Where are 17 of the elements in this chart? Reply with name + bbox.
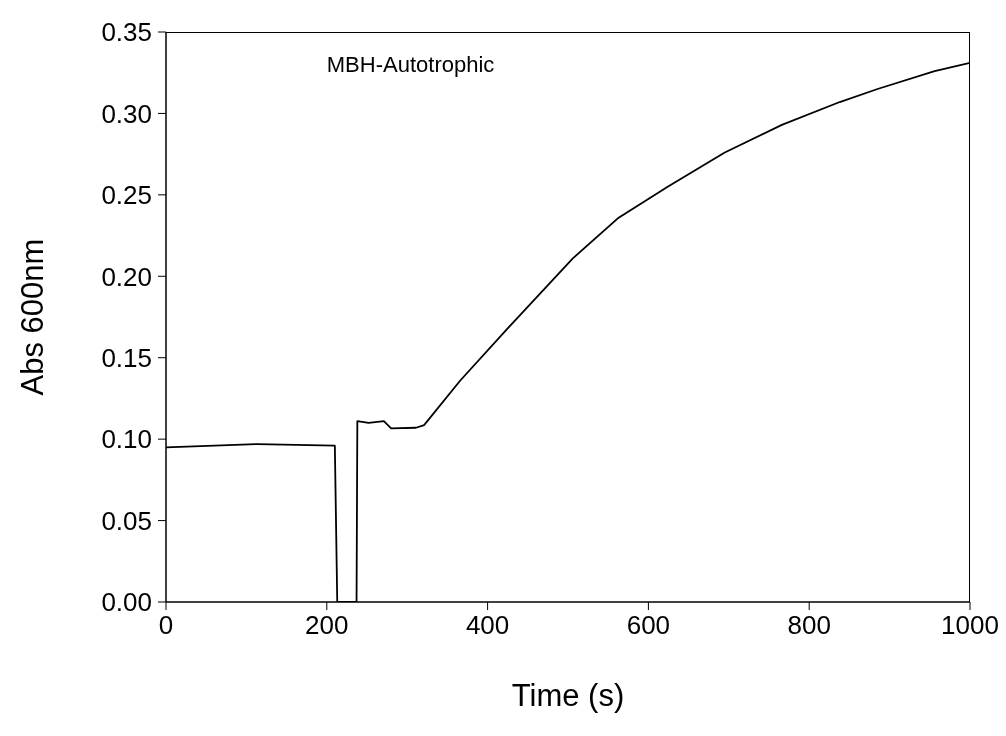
x-tick-label: 0 bbox=[158, 610, 174, 641]
y-tick-label: 0.10 bbox=[101, 424, 152, 455]
y-tick-label: 0.20 bbox=[101, 261, 152, 292]
x-tick-label: 800 bbox=[787, 610, 831, 641]
y-tick-label: 0.25 bbox=[101, 180, 152, 211]
x-tick-label: 600 bbox=[626, 610, 671, 641]
y-tick-label: 0.00 bbox=[101, 587, 152, 618]
y-tick-label: 0.35 bbox=[101, 17, 152, 48]
y-tick-label: 0.05 bbox=[101, 505, 152, 536]
y-tick-label: 0.30 bbox=[101, 98, 152, 129]
x-axis-title: Time (s) bbox=[511, 678, 625, 713]
x-tick-label: 200 bbox=[305, 610, 349, 641]
y-tick-label: 0.15 bbox=[101, 342, 152, 373]
annotation: MBH-Autotrophic bbox=[326, 52, 495, 78]
y-axis-title: Abs 600nm bbox=[15, 238, 51, 396]
x-tick-label: 400 bbox=[465, 610, 510, 641]
x-tick-label: 1000 bbox=[941, 610, 999, 641]
